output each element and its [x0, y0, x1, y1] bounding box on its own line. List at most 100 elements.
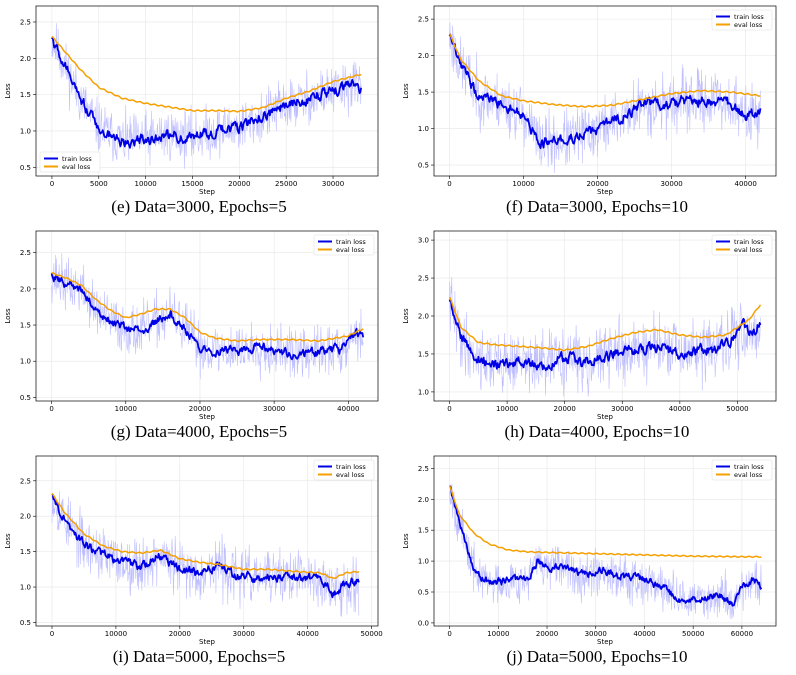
ticks: 0 10000 20000 30000 40000 50000 0.5 1.0 1.5 2.0 2.…: [20, 477, 383, 638]
train-loss-line: [51, 493, 360, 599]
x-tick-label: 0: [447, 180, 451, 188]
train-loss-raw-line: [449, 22, 761, 173]
y-tick-label: 0.0: [418, 619, 429, 627]
y-axis-label: Loss: [4, 533, 12, 549]
chart-g: 0 10000 20000 30000 40000 0.5 1.0 1.5 2.0 2.5 Step…: [4, 230, 379, 421]
train-loss-line: [448, 299, 762, 372]
train-loss-raw-line: [51, 253, 364, 382]
x-tick-label: 20000: [586, 180, 608, 188]
x-axis-label: Step: [199, 413, 215, 421]
plot-area: [51, 491, 360, 617]
y-axis-label: Loss: [402, 533, 410, 549]
chart-h: 0 10000 20000 30000 40000 50000 1.0 1.5 2.0 2.5 3.…: [402, 230, 777, 421]
x-tick-label: 30000: [585, 630, 607, 638]
y-tick-label: 1.5: [418, 350, 429, 358]
x-tick-label: 30000: [233, 630, 255, 638]
x-axis-label: Step: [597, 188, 613, 196]
panel-j: 0 10000 20000 30000 40000 50000 60000 0.0 0.5 1.0…: [398, 450, 796, 675]
x-axis-label: Step: [199, 638, 215, 646]
x-tick-label: 40000: [669, 405, 691, 413]
legend-label: eval loss: [336, 471, 365, 479]
y-tick-label: 0.5: [418, 162, 429, 170]
y-tick-label: 0.5: [20, 619, 31, 627]
legend-label: train loss: [734, 13, 764, 21]
legend-label: eval loss: [336, 246, 365, 254]
y-tick-label: 1.0: [418, 558, 429, 566]
grid: [36, 456, 378, 626]
x-axis-label: Step: [597, 413, 613, 421]
y-tick-label: 1.5: [418, 527, 429, 535]
y-tick-label: 1.5: [20, 91, 31, 99]
panel-g: 0 10000 20000 30000 40000 0.5 1.0 1.5 2.0 2.5 Step…: [0, 225, 398, 450]
ticks: 0 10000 20000 30000 40000 0.5 1.0 1.5 2.0 2.5: [418, 16, 757, 188]
x-tick-label: 10000: [134, 180, 156, 188]
plot-area: [448, 483, 763, 620]
legend-label: train loss: [62, 155, 92, 163]
y-axis-label: Loss: [4, 83, 12, 99]
eval-loss-line: [448, 33, 761, 108]
x-tick-label: 15000: [181, 180, 203, 188]
x-tick-label: 10000: [487, 630, 509, 638]
caption-g: (g) Data=4000, Epochs=5: [110, 422, 288, 441]
y-axis-label: Loss: [402, 83, 410, 99]
y-tick-label: 1.0: [20, 358, 31, 366]
legend-label: eval loss: [734, 246, 763, 254]
x-tick-label: 20000: [169, 630, 191, 638]
x-tick-label: 10000: [105, 630, 127, 638]
ticks: 0 10000 20000 30000 40000 0.5 1.0 1.5 2.0 2.5: [20, 249, 360, 413]
legend-label: eval loss: [62, 163, 91, 171]
plot-frame: [35, 230, 379, 402]
eval-loss-line: [448, 485, 762, 558]
y-tick-label: 2.0: [20, 55, 31, 63]
x-tick-label: 0: [447, 405, 451, 413]
caption-h: (h) Data=4000, Epochs=10: [504, 422, 690, 441]
y-tick-label: 2.5: [418, 275, 429, 283]
y-tick-label: 2.5: [20, 477, 31, 485]
x-tick-label: 0: [447, 630, 451, 638]
panel-e: 0 5000 10000 15000 20000 25000 30000 0.5 1.0 1.5 2…: [0, 0, 398, 225]
x-tick-label: 40000: [297, 630, 319, 638]
x-tick-label: 40000: [633, 630, 655, 638]
y-tick-label: 2.5: [418, 16, 429, 24]
y-tick-label: 2.0: [418, 52, 429, 60]
ticks: 0 10000 20000 30000 40000 50000 60000 0.0 0.5 1.0…: [418, 465, 753, 638]
x-tick-label: 25000: [275, 180, 297, 188]
eval-loss-line: [51, 493, 360, 579]
y-tick-label: 2.0: [20, 513, 31, 521]
caption-e: (e) Data=3000, Epochs=5: [111, 197, 287, 216]
train-loss-raw-line: [449, 276, 761, 397]
y-tick-label: 1.0: [418, 388, 429, 396]
x-tick-label: 0: [50, 180, 54, 188]
x-tick-label: 20000: [189, 405, 211, 413]
plot-frame: [35, 455, 379, 627]
plot-area: [50, 253, 365, 382]
x-tick-label: 10000: [496, 405, 518, 413]
eval-loss-line: [448, 296, 762, 352]
x-tick-label: 30000: [611, 405, 633, 413]
y-tick-label: 1.0: [418, 125, 429, 133]
plot-area: [51, 23, 363, 169]
ticks: 0 10000 20000 30000 40000 50000 1.0 1.5 2.0 2.5 3.…: [418, 237, 749, 413]
x-tick-label: 5000: [90, 180, 108, 188]
caption-i: (i) Data=5000, Epochs=5: [112, 647, 286, 666]
x-tick-label: 30000: [660, 180, 682, 188]
grid: [36, 231, 378, 401]
legend-label: train loss: [336, 238, 366, 246]
x-tick-label: 0: [49, 405, 53, 413]
plot-frame: [433, 5, 777, 177]
y-tick-label: 1.0: [20, 584, 31, 592]
chart-i: 0 10000 20000 30000 40000 50000 0.5 1.0 1.5 2.0 2.…: [4, 455, 383, 646]
y-tick-label: 2.0: [418, 313, 429, 321]
legend-label: train loss: [336, 463, 366, 471]
legend-label: eval loss: [734, 471, 763, 479]
plot-frame: [433, 455, 777, 627]
y-tick-label: 1.5: [20, 322, 31, 330]
train-loss-line: [449, 485, 763, 607]
plot-area: [448, 276, 762, 397]
x-axis-label: Step: [597, 638, 613, 646]
